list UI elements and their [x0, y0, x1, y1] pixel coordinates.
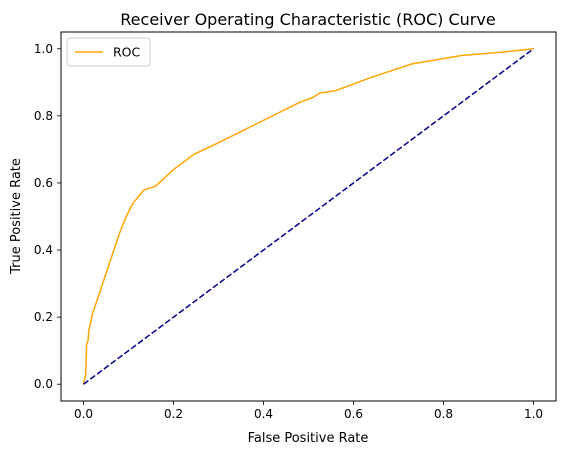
legend: ROC	[66, 37, 151, 67]
y-tick-label: 0.8	[34, 109, 53, 123]
legend-label-roc: ROC	[113, 45, 141, 60]
x-tick-label: 0.2	[164, 407, 183, 421]
y-tick-label: 1.0	[34, 42, 53, 56]
legend-box	[66, 37, 151, 67]
x-tick-label: 0.6	[344, 407, 363, 421]
y-tick-label: 0.6	[34, 176, 53, 190]
x-tick-label: 0.4	[254, 407, 273, 421]
y-tick-label: 0.2	[34, 310, 53, 324]
x-tick-label: 0.0	[74, 407, 93, 421]
plot-frame	[60, 31, 557, 402]
y-axis-label: True Positive Rate	[9, 158, 24, 275]
x-tick-label: 0.8	[434, 407, 453, 421]
series-line-roc	[82, 48, 534, 385]
y-tick-label: 0.0	[34, 377, 53, 391]
x-tick-label: 1.0	[524, 407, 543, 421]
x-axis-ticks: 0.0 0.2 0.4 0.6 0.8 1.0	[74, 401, 543, 421]
plot-lines	[82, 48, 534, 385]
y-tick-label: 0.4	[34, 243, 53, 257]
y-axis-ticks: 0.0 0.2 0.4 0.6 0.8 1.0	[34, 42, 61, 391]
chart-title: Receiver Operating Characteristic (ROC) …	[120, 10, 495, 29]
diagonal-reference-line	[83, 48, 534, 385]
x-axis-label: False Positive Rate	[248, 431, 369, 446]
